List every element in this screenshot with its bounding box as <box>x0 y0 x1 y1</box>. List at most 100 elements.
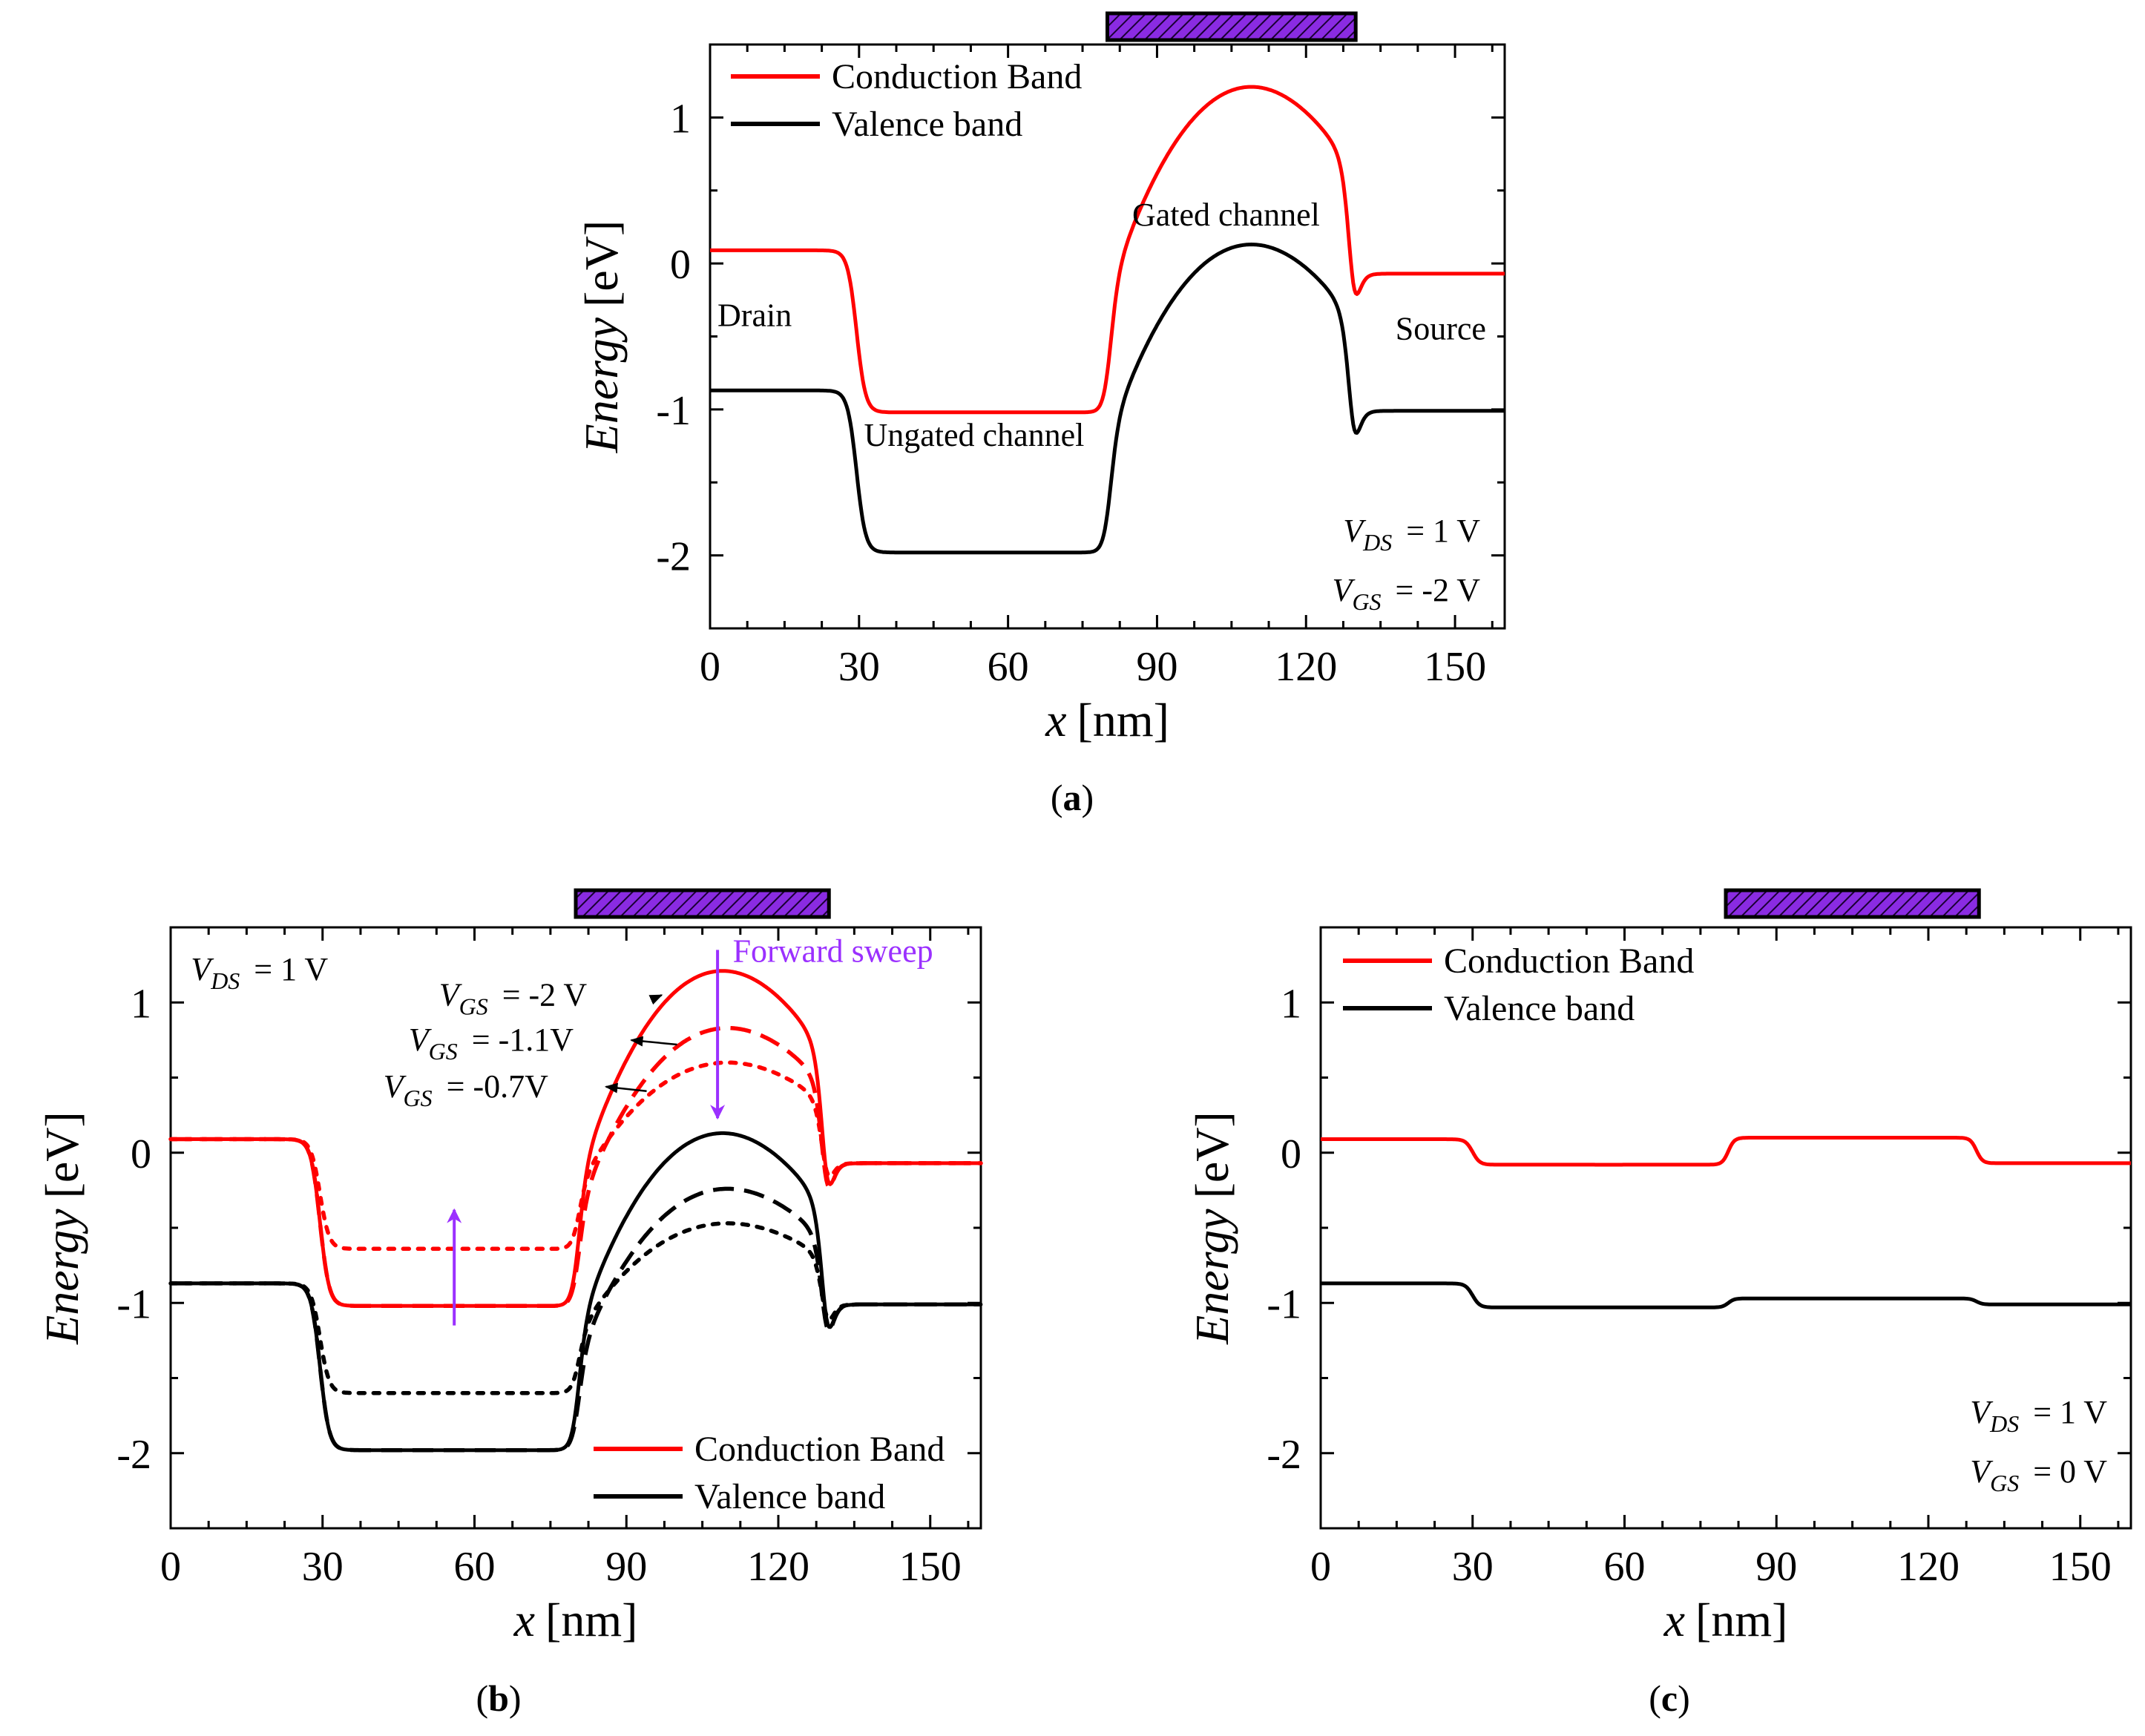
annotation-drain: Drain <box>717 297 792 334</box>
y-axis-unit: [eV] <box>1186 1111 1238 1198</box>
y-tick-label: 1 <box>131 981 151 1027</box>
x-tick-label: 0 <box>700 644 720 690</box>
y-tick-label: -2 <box>1267 1432 1301 1478</box>
x-tick-label: 90 <box>605 1544 647 1590</box>
caption-close-paren: ) <box>1678 1677 1690 1719</box>
x-tick-label: 60 <box>1604 1544 1646 1590</box>
x-tick-label: 150 <box>1424 644 1486 690</box>
x-tick-label: 120 <box>747 1544 809 1590</box>
condition-label-value: = 1 V <box>1398 513 1480 549</box>
y-axis-unit: [eV] <box>36 1111 88 1198</box>
x-axis-symbol: x <box>1045 694 1066 746</box>
condition-label-value: = 0 V <box>2025 1453 2107 1490</box>
series-line-CB <box>709 85 1505 415</box>
vgs-label: VGS = -0.7V <box>384 1068 548 1111</box>
legend-label: Valence band <box>832 105 1022 144</box>
y-tick-label: -1 <box>656 388 691 434</box>
annotation-ungated-channel: Ungated channel <box>864 417 1085 453</box>
gate-electrode-bar <box>1724 888 1981 919</box>
legend-label: Conduction Band <box>694 1430 945 1469</box>
x-tick-label: 30 <box>838 644 880 690</box>
y-tick-label: -1 <box>116 1281 151 1327</box>
y-tick-label: 1 <box>1281 981 1301 1027</box>
caption-letter: c <box>1661 1677 1678 1719</box>
condition-label: VDS = 1 V <box>191 951 328 994</box>
series-line-VB-2 <box>170 1131 982 1453</box>
x-tick-label: 0 <box>1310 1544 1331 1590</box>
series-line-VB-0-7 <box>168 1221 983 1395</box>
condition-label: VDS = 1 V <box>1970 1394 2107 1437</box>
annotation-source: Source <box>1396 310 1486 346</box>
condition-label-subscript: DS <box>1362 529 1392 556</box>
legend-label: Valence band <box>694 1477 885 1516</box>
panel-caption: (c) <box>1649 1677 1690 1719</box>
legend-label: Conduction Band <box>832 57 1082 96</box>
condition-label: VGS = -2 V <box>1333 572 1481 615</box>
series-line-CB-1-1 <box>169 1025 982 1309</box>
x-tick-label: 120 <box>1897 1544 1960 1590</box>
y-tick-label: -2 <box>116 1432 151 1478</box>
annotation-gated-channel: Gated channel <box>1132 197 1320 233</box>
y-axis-symbol: Energy <box>1186 1209 1238 1345</box>
vgs-label-symbol: V <box>409 1022 433 1058</box>
plot-frame <box>1319 926 2132 1530</box>
x-tick-label: 150 <box>899 1544 962 1590</box>
caption-close-paren: ) <box>1082 777 1094 818</box>
y-tick-label: 0 <box>131 1131 151 1177</box>
x-axis-symbol: x <box>513 1594 535 1646</box>
x-axis-title: x [nm] <box>1663 1594 1788 1646</box>
condition-label-value: = 1 V <box>2025 1394 2107 1430</box>
x-tick-label: 30 <box>302 1544 344 1590</box>
series-line-CB <box>1320 1136 2132 1167</box>
caption-open-paren: ( <box>476 1677 488 1719</box>
condition-label: VGS = 0 V <box>1970 1453 2107 1496</box>
series-line-VB <box>1320 1281 2132 1309</box>
x-tick-label: 90 <box>1136 644 1177 690</box>
x-axis-title: x [nm] <box>1045 694 1169 746</box>
x-tick-label: 30 <box>1452 1544 1494 1590</box>
x-tick-label: 0 <box>160 1544 181 1590</box>
condition-label: VDS = 1 V <box>1343 513 1480 556</box>
panel-caption: (a) <box>1051 777 1094 818</box>
vgs-pointer-arrow <box>648 994 663 1005</box>
condition-label-subscript: DS <box>210 967 240 994</box>
vgs-label-symbol: V <box>439 976 463 1013</box>
y-tick-label: 0 <box>1281 1131 1301 1177</box>
legend-label: Conduction Band <box>1444 941 1694 981</box>
x-axis-unit: [nm] <box>545 1594 637 1646</box>
x-tick-label: 90 <box>1755 1544 1797 1590</box>
condition-label-value: = 1 V <box>246 951 328 987</box>
y-tick-label: -2 <box>656 534 691 580</box>
vgs-label: VGS = -2 V <box>439 976 588 1019</box>
caption-open-paren: ( <box>1649 1677 1661 1719</box>
x-axis-title: x [nm] <box>513 1594 638 1646</box>
panel-caption: (b) <box>476 1677 521 1719</box>
gate-electrode-bar <box>1106 11 1358 42</box>
legend-label: Valence band <box>1444 989 1635 1028</box>
x-tick-label: 120 <box>1275 644 1337 690</box>
x-tick-label: 60 <box>988 644 1029 690</box>
y-axis-unit: [eV] <box>575 220 628 307</box>
y-axis-symbol: Energy <box>575 317 628 453</box>
vgs-label-subscript: GS <box>404 1085 433 1111</box>
y-axis-title: Energy [eV] <box>1186 1111 1238 1345</box>
condition-label-symbol: V <box>1343 513 1367 549</box>
condition-label-subscript: GS <box>1352 588 1381 615</box>
x-tick-label: 60 <box>454 1544 496 1590</box>
condition-label-symbol: V <box>1970 1453 1994 1490</box>
x-axis-unit: [nm] <box>1077 694 1169 746</box>
y-tick-label: 1 <box>670 96 691 142</box>
condition-label-symbol: V <box>1970 1394 1994 1430</box>
y-axis-title: Energy [eV] <box>575 220 628 454</box>
caption-letter: a <box>1063 777 1082 818</box>
panel-b: 0 30 60 90 120 150 -2 -1 0 1 x [nm] Energy [eV] Conduc… <box>36 888 983 1719</box>
gate-electrode-bar <box>574 888 831 919</box>
y-axis-title: Energy [eV] <box>36 1111 88 1345</box>
caption-letter: b <box>488 1677 509 1719</box>
caption-close-paren: ) <box>509 1677 522 1719</box>
panel-a: 0 30 60 90 120 150 -2 -1 0 1 x [nm] Energy [eV] Conduc… <box>575 11 1506 818</box>
panel-c: 0 30 60 90 120 150 -2 -1 0 1 x [nm] Energy [eV] Conduc… <box>1186 888 2132 1719</box>
vgs-label-value: = -2 V <box>494 976 588 1013</box>
condition-label-subscript: DS <box>1989 1410 2019 1437</box>
